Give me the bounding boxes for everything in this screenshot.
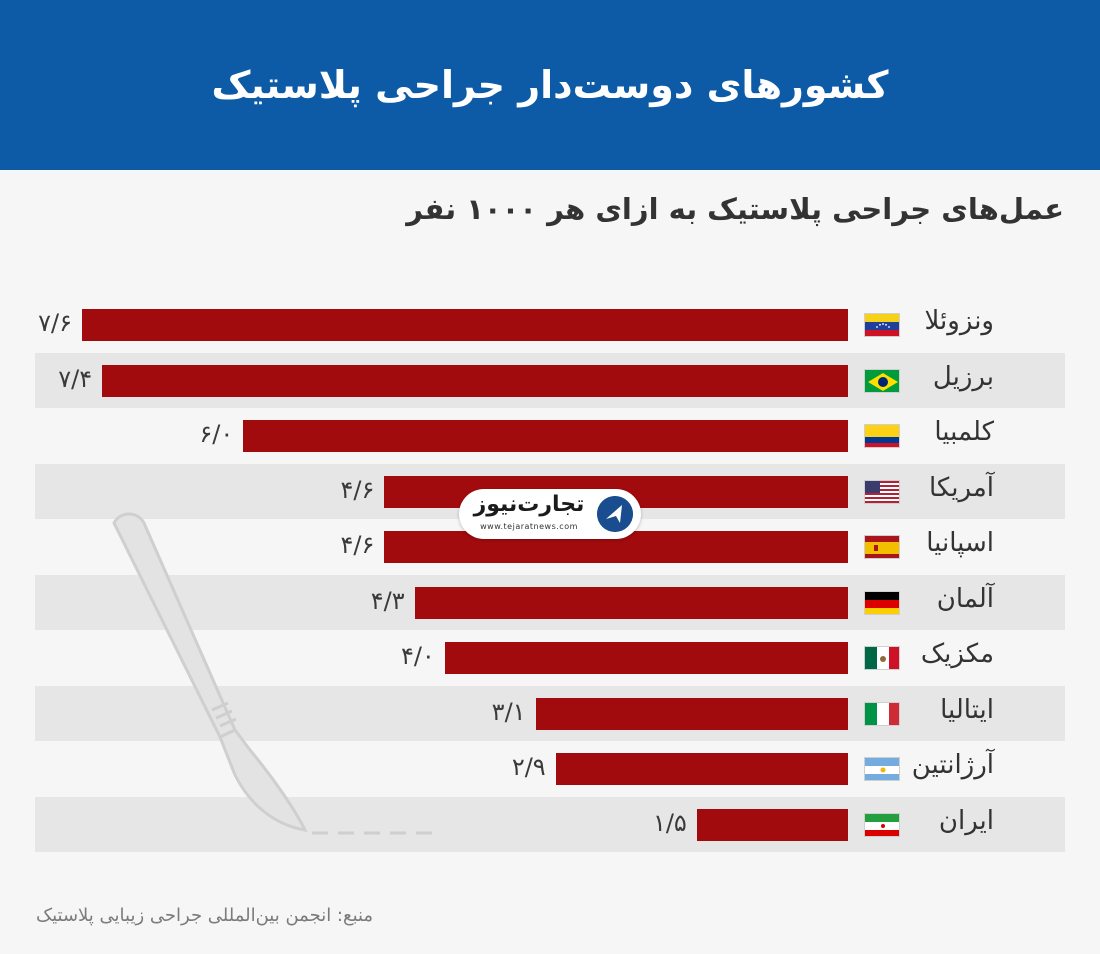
- tejarat-news-logo: تجارت‌نیوز www.tejaratnews.com: [459, 489, 641, 539]
- category-label: برزیل: [932, 361, 994, 392]
- bar: [696, 808, 848, 841]
- category-label: آمریکا: [928, 472, 994, 503]
- category-label: اسپانیا: [926, 528, 994, 558]
- category-label: آلمان: [936, 583, 994, 614]
- category-label: کلمبیا: [934, 417, 994, 447]
- category-label: ونزوئلا: [924, 306, 994, 336]
- bar-value-label: ۷/۶: [38, 309, 72, 337]
- bar: [243, 420, 848, 452]
- chart-title: کشورهای دوست‌دار جراحی پلاستیک: [211, 63, 889, 107]
- category-label: ایران: [938, 805, 994, 836]
- bar-value-label: ۴/۳: [370, 586, 405, 615]
- brazil-flag-icon: [864, 368, 900, 393]
- bar-value-label: ۴/۶: [340, 531, 375, 559]
- bar-value-label: ۴/۶: [340, 475, 375, 504]
- bar-value-label: ۷/۴: [58, 364, 93, 393]
- bar: [82, 309, 848, 341]
- category-label: آرژانتین: [911, 750, 994, 780]
- germany-flag-icon: [864, 590, 900, 615]
- colombia-flag-icon: [864, 424, 900, 448]
- scalpel-icon: [112, 512, 432, 835]
- iran-flag-icon: [864, 812, 900, 837]
- spain-flag-icon: [864, 535, 900, 559]
- chart-subtitle: عمل‌های جراحی پلاستیک به ازای هر ۱۰۰۰ نف…: [406, 192, 1064, 226]
- bar-value-label: ۴/۰: [400, 642, 435, 670]
- logo-name: تجارت‌نیوز: [473, 492, 585, 517]
- bar: [102, 364, 848, 397]
- bar: [414, 586, 848, 619]
- category-label: ایتالیا: [940, 694, 994, 725]
- bar-value-label: ۱/۵: [652, 808, 687, 837]
- category-label: مکزیک: [920, 639, 994, 669]
- tejarat-news-logo-icon: [597, 496, 633, 532]
- chart-header: کشورهای دوست‌دار جراحی پلاستیک: [0, 0, 1100, 170]
- bar-value-label: ۶/۰: [199, 420, 234, 448]
- source-note: منبع: انجمن بین‌المللی جراحی زیبایی پلاس…: [36, 905, 374, 926]
- usa-flag-icon: [864, 479, 900, 504]
- bar: [444, 642, 848, 674]
- italy-flag-icon: [864, 701, 900, 726]
- argentina-flag-icon: [864, 757, 900, 781]
- logo-url: www.tejaratnews.com: [480, 522, 578, 531]
- venezuela-flag-icon: [864, 313, 900, 337]
- bar: [555, 753, 848, 785]
- mexico-flag-icon: [864, 646, 900, 670]
- bar-value-label: ۳/۱: [491, 697, 526, 726]
- bar: [535, 697, 848, 730]
- bar-value-label: ۲/۹: [511, 753, 546, 781]
